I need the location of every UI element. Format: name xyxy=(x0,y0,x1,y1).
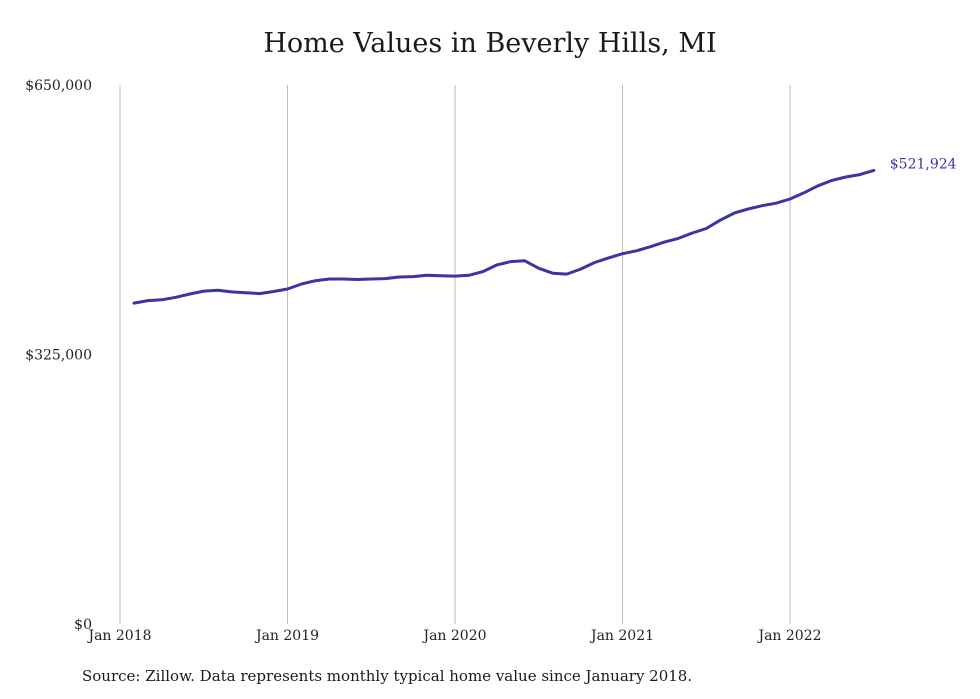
series-line xyxy=(132,168,876,305)
y-tick-label: $325,000 xyxy=(25,348,92,364)
x-tick-label: Jan 2018 xyxy=(86,628,151,644)
chart-title: Home Values in Beverly Hills, MI xyxy=(263,28,717,59)
series-layer: $521,924 xyxy=(132,156,957,305)
x-tick-label: Jan 2022 xyxy=(756,628,821,644)
x-tick-label: Jan 2021 xyxy=(589,628,654,644)
y-tick-labels: $0 $325,000 $650,000 xyxy=(25,78,92,633)
x-tick-label: Jan 2019 xyxy=(254,628,319,644)
x-tick-labels: Jan 2018 Jan 2019 Jan 2020 Jan 2021 Jan 2022 xyxy=(86,628,821,644)
gridlines xyxy=(119,85,791,624)
x-tick-label: Jan 2020 xyxy=(421,628,486,644)
y-tick-label: $650,000 xyxy=(25,78,92,94)
y-tick-label: $0 xyxy=(74,617,92,633)
source-note: Source: Zillow. Data represents monthly … xyxy=(82,667,693,685)
end-value-label: $521,924 xyxy=(890,156,957,172)
